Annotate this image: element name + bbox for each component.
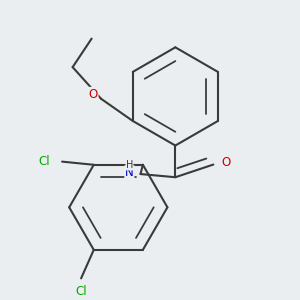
Text: H: H (126, 160, 133, 170)
Text: O: O (88, 88, 98, 100)
Text: Cl: Cl (39, 155, 50, 168)
Text: O: O (221, 157, 231, 169)
Text: N: N (125, 166, 134, 179)
Text: Cl: Cl (75, 284, 87, 298)
